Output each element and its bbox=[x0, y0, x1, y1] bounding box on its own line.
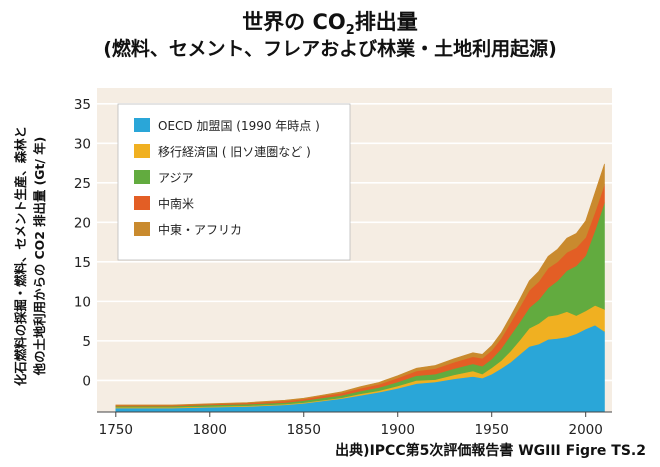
legend-label: アジア bbox=[158, 171, 194, 185]
y-tick-label: 30 bbox=[74, 136, 91, 152]
y-tick-label: 35 bbox=[74, 97, 91, 113]
x-tick-label: 1800 bbox=[193, 422, 227, 438]
legend-swatch bbox=[134, 170, 150, 184]
legend-label: OECD 加盟国 (1990 年時点 ) bbox=[158, 119, 320, 133]
y-tick-label: 15 bbox=[74, 255, 91, 271]
legend-swatch bbox=[134, 196, 150, 210]
legend-swatch bbox=[134, 222, 150, 236]
x-tick-label: 2000 bbox=[569, 422, 603, 438]
y-tick-label: 0 bbox=[82, 373, 91, 389]
legend-label: 中東・アフリカ bbox=[158, 222, 242, 237]
y-axis-ticks: 0 5 10 15 20 25 30 35 bbox=[74, 97, 91, 390]
chart-title: 世界の CO2排出量 bbox=[0, 6, 660, 38]
chart-title-main: 世界の CO bbox=[242, 10, 346, 34]
chart-title-subscript: 2 bbox=[345, 23, 355, 39]
legend-box bbox=[117, 103, 351, 261]
chart-subtitle: (燃料、セメント、フレアおよび林業・土地利用起源) bbox=[103, 38, 557, 60]
legend-label: 移行経済国 ( 旧ソ連圏など ) bbox=[158, 144, 311, 159]
x-tick-label: 1950 bbox=[475, 422, 509, 438]
y-tick-label: 20 bbox=[74, 215, 91, 231]
x-axis-ticks: 1750 1800 1850 1900 1950 2000 bbox=[99, 412, 603, 438]
x-tick-label: 1850 bbox=[287, 422, 321, 438]
legend-swatch bbox=[134, 144, 150, 158]
y-tick-label: 5 bbox=[82, 334, 91, 350]
source-note: 出典)IPCC第5次評価報告書 WGIII Figre TS.2 bbox=[335, 443, 646, 459]
x-tick-label: 1750 bbox=[99, 422, 133, 438]
x-tick-label: 1900 bbox=[381, 422, 415, 438]
area-series-5 bbox=[115, 163, 605, 406]
legend: OECD 加盟国 (1990 年時点 ) 移行経済国 ( 旧ソ連圏など ) アジア中… bbox=[117, 103, 351, 261]
legend-swatch bbox=[134, 118, 150, 132]
y-tick-label: 25 bbox=[74, 176, 91, 192]
chart-title-tail: 排出量 bbox=[354, 10, 418, 34]
legend-label: 中南米 bbox=[158, 196, 194, 211]
y-tick-label: 10 bbox=[74, 294, 91, 310]
